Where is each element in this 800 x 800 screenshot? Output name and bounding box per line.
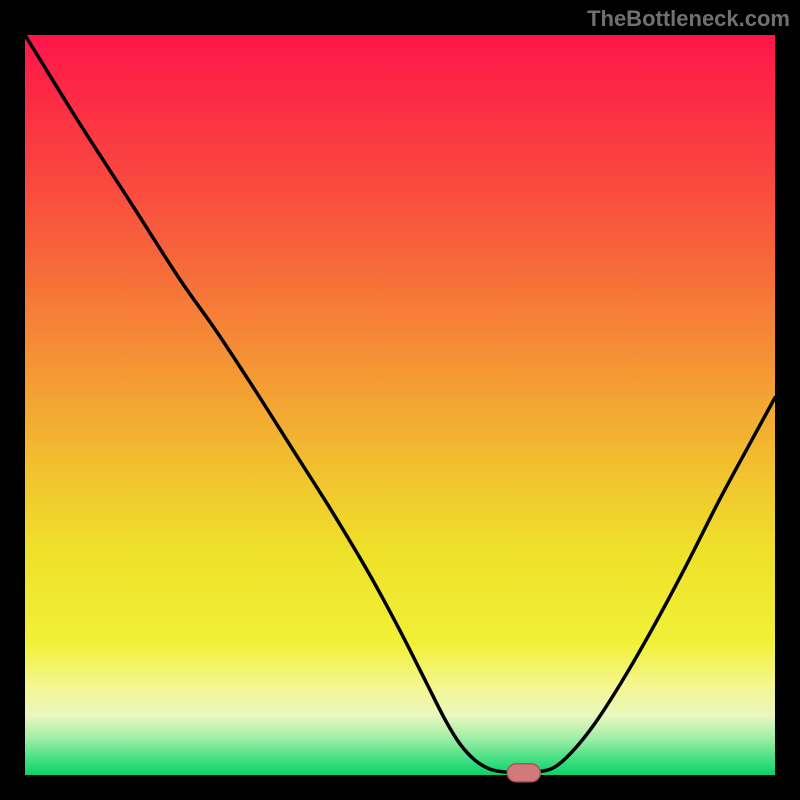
plot-gradient-area xyxy=(25,35,775,775)
bottleneck-chart xyxy=(0,0,800,800)
minimum-marker xyxy=(507,764,540,782)
watermark-text: TheBottleneck.com xyxy=(587,6,790,32)
chart-container: TheBottleneck.com xyxy=(0,0,800,800)
